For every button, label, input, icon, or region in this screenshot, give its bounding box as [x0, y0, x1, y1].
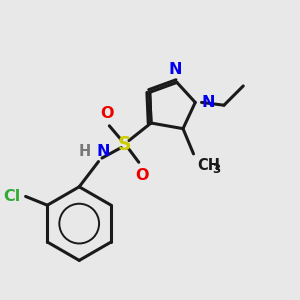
Text: O: O [135, 167, 148, 182]
Text: H: H [79, 144, 91, 159]
Text: CH: CH [197, 158, 220, 173]
Text: O: O [100, 106, 113, 121]
Text: N: N [202, 95, 215, 110]
Text: N: N [97, 144, 110, 159]
Text: S: S [118, 134, 131, 154]
Text: Cl: Cl [3, 189, 20, 204]
Text: N: N [168, 62, 182, 77]
Text: 3: 3 [212, 163, 220, 176]
